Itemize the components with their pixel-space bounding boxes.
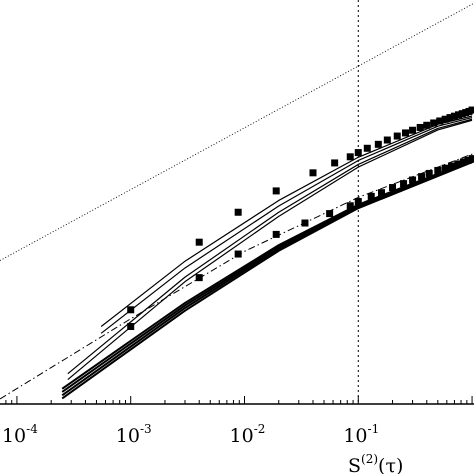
data-point-square [450,112,458,120]
data-point-square [468,106,474,114]
data-point-square [378,189,386,197]
data-point-square [374,140,382,148]
data-point-square [416,123,424,131]
chart-marks [0,0,474,404]
data-point-square [363,144,371,152]
data-point-square [459,158,467,166]
data-point-square [454,160,462,168]
data-point-square [446,114,454,122]
data-point-square [354,149,362,157]
solid-curve-upper [67,118,473,375]
data-point-square [195,274,203,282]
x-tick-label-exponent: -2 [254,422,266,436]
x-tick-label-base: 10 [230,425,254,447]
x-axis-title-symbol: S [348,455,361,474]
data-point-square [346,202,354,210]
data-point-square [367,192,375,200]
x-tick-label: 10-1 [343,422,379,447]
data-point-square [441,115,449,123]
data-point-square [272,187,280,195]
data-point-square [234,250,242,258]
solid-curve-lower [61,160,474,397]
data-point-square [455,111,463,119]
data-point-square [401,129,409,137]
x-tick-label: 10-3 [116,422,152,447]
data-point-square [331,159,339,167]
data-point-square [383,136,391,144]
x-tick-label-base: 10 [116,425,140,447]
data-point-square [354,198,362,206]
data-point-square [418,173,426,181]
x-tick-label-exponent: -1 [368,422,380,436]
data-point-square [425,169,433,177]
data-point-square [346,153,354,161]
data-point-square [430,119,438,127]
data-point-square [468,155,474,163]
data-point-square [272,230,280,238]
data-point-square [127,322,135,330]
x-tick-label: 10-2 [230,422,266,447]
solid-curve-lower [61,159,474,393]
data-point-square [301,219,309,227]
data-point-square [436,117,444,125]
data-point-square [464,156,472,164]
data-point-square [434,166,442,174]
x-axis-title-argument: (τ) [378,455,403,474]
data-point-square [409,176,417,184]
x-tick-label-exponent: -4 [26,422,38,436]
solid-curve-upper [100,115,473,327]
data-point-square [309,169,317,177]
data-point-square [448,162,456,170]
x-tick-label-exponent: -3 [140,422,152,436]
x-tick-label-base: 10 [2,425,26,447]
data-point-square [195,238,203,246]
x-tick-label-base: 10 [343,425,367,447]
data-point-square [389,184,397,192]
data-point-square [326,210,334,218]
data-point-square [441,164,449,172]
solid-curve-lower [61,160,474,400]
dashdot-reference-line [0,152,474,400]
chart-axes: 10-4 10-3 10-2 10-1S(2)(τ) [0,396,474,474]
data-point-square [423,121,431,129]
data-point-square [409,126,417,134]
solid-curve-upper [100,117,473,334]
data-point-square [393,132,401,140]
x-axis-title: S(2)(τ) [348,452,403,474]
x-axis-title-superscript: (2) [361,452,378,466]
data-point-square [400,180,408,188]
x-tick-label: 10-4 [2,422,38,447]
data-point-square [234,208,242,216]
